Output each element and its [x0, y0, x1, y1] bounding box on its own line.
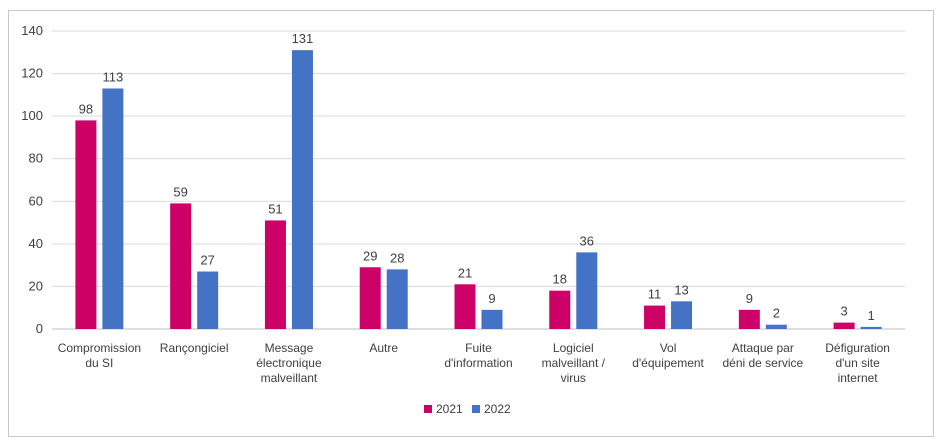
legend-label-2021: 2021 — [436, 402, 463, 416]
chart-frame — [8, 10, 934, 437]
y-tick-label: 60 — [29, 193, 43, 208]
x-tick-label: Rançongiciel — [160, 341, 229, 355]
y-tick-label: 100 — [21, 108, 43, 123]
data-label-2022: 28 — [390, 250, 404, 265]
data-labels: 98 113 59 27 51 131 29 28 21 9 18 36 11 13 9 2 3 1 — [79, 31, 875, 323]
data-label-2021: 29 — [363, 248, 377, 263]
legend-swatch-2022 — [472, 405, 480, 413]
bar-2021 — [359, 267, 381, 329]
x-tick-label: déni de service — [722, 356, 803, 370]
legend-swatch-2021 — [424, 405, 432, 413]
y-tick-label: 140 — [21, 23, 43, 38]
bar-2021 — [738, 309, 760, 329]
data-label-2022: 27 — [200, 253, 214, 268]
y-tick-label: 40 — [29, 236, 43, 251]
x-tick-label: Message — [265, 341, 314, 355]
bar-2021 — [170, 203, 192, 329]
data-label-2022: 13 — [674, 282, 688, 297]
bar-2022 — [576, 252, 598, 329]
bar-2022 — [765, 324, 787, 329]
legend: 2021 2022 — [424, 402, 511, 416]
x-tick-label: Fuite — [465, 341, 492, 355]
bar-2021 — [549, 290, 571, 329]
y-tick-label: 0 — [36, 321, 43, 336]
bar-2021 — [454, 284, 476, 329]
bar-2021 — [264, 220, 286, 329]
y-axis: 0 20 40 60 80 100 120 140 — [21, 23, 43, 336]
x-tick-label: Autre — [369, 341, 398, 355]
bar-2022 — [197, 271, 219, 329]
x-tick-label: Défiguration — [825, 341, 890, 355]
y-tick-label: 80 — [29, 151, 43, 166]
x-tick-label: virus — [561, 371, 586, 385]
gridlines — [52, 30, 905, 330]
bar-2022 — [386, 269, 408, 329]
x-tick-label: d'équipement — [632, 356, 704, 370]
x-tick-label: d'un site — [835, 356, 880, 370]
bars — [75, 50, 882, 330]
x-tick-label: Vol — [660, 341, 677, 355]
x-tick-label: Logiciel — [553, 341, 594, 355]
data-label-2021: 3 — [840, 304, 847, 319]
bar-2021 — [644, 305, 666, 329]
x-tick-label: électronique — [256, 356, 322, 370]
data-label-2021: 9 — [746, 291, 753, 306]
bar-2022 — [102, 88, 124, 329]
data-label-2022: 1 — [867, 308, 874, 323]
data-label-2021: 59 — [173, 184, 187, 199]
x-tick-label: du SI — [85, 356, 113, 370]
bar-2022 — [291, 50, 313, 330]
bar-2022 — [671, 301, 693, 329]
data-label-2022: 131 — [292, 31, 314, 46]
data-label-2022: 113 — [103, 69, 124, 84]
data-label-2021: 11 — [648, 287, 662, 302]
x-tick-label: Attaque par — [732, 341, 794, 355]
data-label-2021: 21 — [458, 265, 472, 280]
x-tick-label: malveillant / — [542, 356, 606, 370]
data-label-2021: 51 — [268, 201, 282, 216]
y-tick-label: 120 — [21, 66, 43, 81]
data-label-2021: 18 — [553, 272, 567, 287]
y-tick-label: 20 — [29, 278, 43, 293]
x-tick-label: malveillant — [261, 371, 318, 385]
x-tick-label: d'information — [444, 356, 512, 370]
bar-2022 — [481, 309, 503, 329]
x-tick-label: Compromission — [58, 341, 141, 355]
bar-2021 — [833, 322, 855, 329]
data-label-2021: 98 — [79, 101, 93, 116]
bar-2021 — [75, 120, 97, 330]
legend-label-2022: 2022 — [484, 402, 511, 416]
data-label-2022: 2 — [773, 306, 780, 321]
bar-2022 — [860, 326, 882, 329]
x-tick-label: internet — [838, 371, 879, 385]
data-label-2022: 36 — [580, 233, 594, 248]
data-label-2022: 9 — [488, 291, 495, 306]
